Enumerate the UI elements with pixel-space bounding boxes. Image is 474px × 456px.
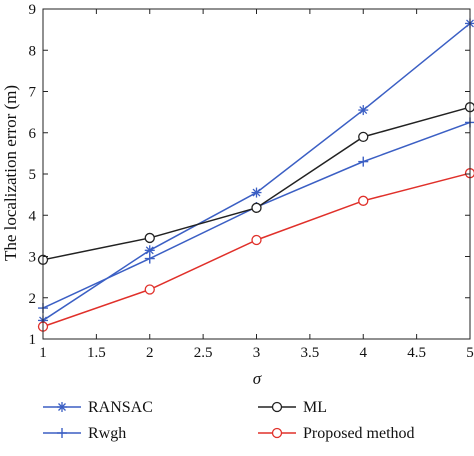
legend: RANSAC Rwgh ML Proposed method (43, 399, 415, 442)
marker-circle (145, 285, 154, 294)
marker-circle (273, 429, 282, 438)
series-rwgh (38, 117, 474, 313)
marker-circle (359, 196, 368, 205)
axes-layer: 1 1.5 2 2.5 3 3.5 4 4.5 5 1 2 3 4 5 6 7 8 9 (29, 2, 474, 361)
data-point-ml (145, 233, 154, 242)
x-tick-label: 3.5 (301, 345, 320, 361)
data-point-ransac (252, 188, 262, 198)
y-axis-title: The localization error (m) (1, 85, 20, 261)
legend-label: Rwgh (88, 425, 126, 442)
marker-circle (359, 132, 368, 141)
marker-circle (145, 233, 154, 242)
x-tick-label: 2.5 (194, 345, 213, 361)
y-tick-label: 4 (29, 208, 37, 224)
series-line-ransac (43, 23, 470, 320)
y-tick-label: 7 (29, 85, 37, 101)
y-tick-label: 1 (29, 332, 37, 348)
x-tick-label: 4.5 (407, 345, 426, 361)
x-tick-label: 1 (39, 345, 47, 361)
legend-label: Proposed method (303, 425, 415, 442)
data-point-proposed-method (359, 196, 368, 205)
legend-marker (273, 403, 282, 412)
legend-item-rwgh: Rwgh (43, 425, 126, 442)
legend-marker (273, 429, 282, 438)
y-tick-label: 3 (29, 250, 37, 266)
marker-circle (252, 203, 261, 212)
legend-label: RANSAC (88, 399, 153, 416)
legend-label: ML (303, 399, 327, 416)
x-tick-label: 1.5 (87, 345, 106, 361)
series-line-rwgh (43, 122, 470, 308)
legend-item-ransac: RANSAC (43, 399, 153, 416)
legend-marker (57, 402, 67, 412)
marker-circle (273, 403, 282, 412)
data-point-rwgh (358, 157, 368, 167)
y-tick-label: 2 (29, 291, 37, 307)
y-tick-label: 8 (29, 43, 37, 59)
marker-circle (252, 236, 261, 245)
x-tick-label: 2 (146, 345, 154, 361)
series-layer (38, 18, 474, 331)
x-axis-title: σ (253, 369, 262, 388)
y-tick-label: 5 (29, 167, 37, 183)
legend-marker (57, 428, 67, 438)
legend-item-ml: ML (258, 399, 327, 416)
legend-item-proposed-method: Proposed method (258, 425, 415, 442)
data-point-proposed-method (145, 285, 154, 294)
data-point-proposed-method (252, 236, 261, 245)
x-tick-label: 5 (466, 345, 474, 361)
data-point-ml (252, 203, 261, 212)
data-point-ml (359, 132, 368, 141)
data-point-rwgh (145, 254, 155, 264)
data-point-ransac (358, 105, 368, 115)
x-tick-label: 4 (360, 345, 368, 361)
x-tick-label: 3 (253, 345, 261, 361)
y-tick-label: 9 (29, 2, 37, 18)
plot-frame (43, 9, 470, 339)
y-tick-label: 6 (29, 126, 37, 142)
